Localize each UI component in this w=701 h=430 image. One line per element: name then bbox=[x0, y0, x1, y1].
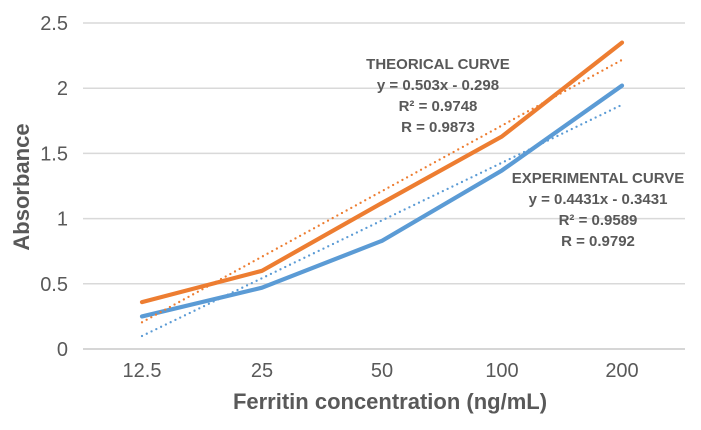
annotation-r: R = 0.9792 bbox=[561, 233, 635, 250]
x-tick-label: 100 bbox=[485, 360, 518, 382]
annotation-title: THEORICAL CURVE bbox=[366, 56, 510, 73]
annotation-equation: y = 0.503x - 0.298 bbox=[376, 77, 500, 94]
y-tick-label: 2 bbox=[57, 78, 68, 100]
theoretical-curve-annotation: THEORICAL CURVE y = 0.503x - 0.298 R² = … bbox=[366, 54, 510, 138]
x-tick-label: 200 bbox=[605, 360, 638, 382]
series-line-theoretical-curve bbox=[139, 40, 625, 305]
y-tick-label: 2.5 bbox=[40, 13, 68, 35]
annotation-r-squared: R² = 0.9589 bbox=[558, 212, 638, 229]
x-axis-title: Ferritin concentration (ng/mL) bbox=[232, 389, 548, 414]
x-tick-label: 12.5 bbox=[123, 360, 162, 382]
annotation-equation: y = 0.4431x - 0.3431 bbox=[528, 191, 668, 208]
series-line-theoretical-trendline bbox=[140, 58, 624, 324]
x-tick-label: 25 bbox=[251, 360, 273, 382]
x-tick-label: 50 bbox=[371, 360, 393, 382]
annotation-r: R = 0.9873 bbox=[401, 119, 475, 136]
y-axis-title: Absorbance bbox=[9, 123, 34, 251]
y-tick-label: 1.5 bbox=[40, 143, 68, 165]
series-line-experimental-curve bbox=[139, 83, 625, 319]
y-tick-label: 0 bbox=[57, 339, 68, 361]
annotation-title: EXPERIMENTAL CURVE bbox=[511, 170, 685, 187]
y-tick-label: 0.5 bbox=[40, 274, 68, 296]
y-tick-label: 1 bbox=[57, 209, 68, 231]
annotation-r-squared: R² = 0.9748 bbox=[398, 98, 478, 115]
experimental-curve-annotation: EXPERIMENTAL CURVE y = 0.4431x - 0.3431 … bbox=[512, 168, 685, 252]
